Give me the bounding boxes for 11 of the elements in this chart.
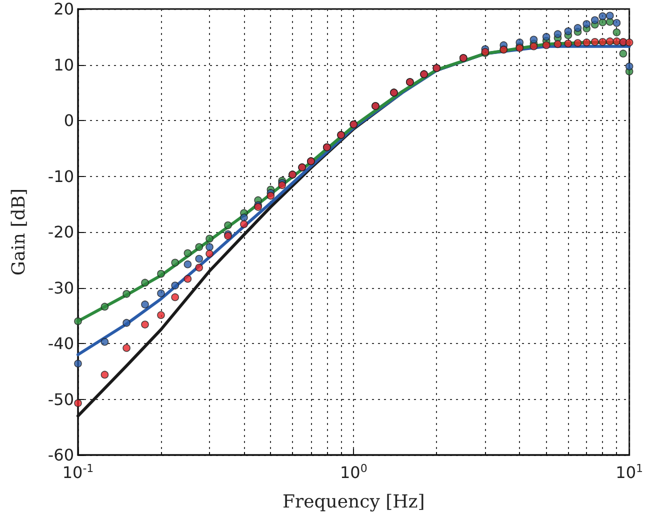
y-tick-label: 10	[54, 55, 74, 74]
y-tick-label: 20	[54, 0, 74, 18]
y-axis-title: Gain [dB]	[8, 188, 30, 276]
y-tick-label: -40	[48, 334, 74, 353]
x-axis-title: Frequency [Hz]	[282, 492, 425, 512]
y-tick-label: -60	[48, 446, 74, 464]
y-tick-label: -10	[48, 166, 74, 186]
y-tick-label: -20	[48, 222, 74, 242]
y-tick-label: -30	[48, 278, 74, 298]
y-tick-label: -50	[48, 390, 74, 409]
y-tick-label: 0	[64, 111, 74, 130]
